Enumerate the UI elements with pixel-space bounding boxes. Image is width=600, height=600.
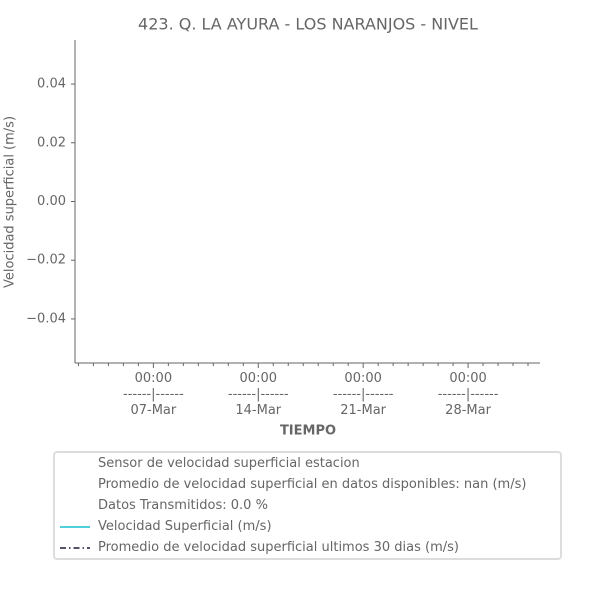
y-tick-label: −0.04 xyxy=(26,311,66,326)
legend-swatch xyxy=(60,526,90,528)
chart-title: 423. Q. LA AYURA - LOS NARANJOS - NIVEL xyxy=(138,15,478,34)
legend-entry: Velocidad Superficial (m/s) xyxy=(98,519,272,534)
legend-note: Datos Transmitidos: 0.0 % xyxy=(98,498,268,513)
x-tick-label: 00:00 ------|------ 21-Mar xyxy=(332,371,394,418)
legend-entry: Promedio de velocidad superficial ultimo… xyxy=(98,540,459,555)
legend: Sensor de velocidad superficial estacion… xyxy=(53,451,562,560)
x-tick-label: 00:00 ------|------ 28-Mar xyxy=(437,371,499,418)
x-tick-label: 00:00 ------|------ 07-Mar xyxy=(123,371,184,418)
y-tick-label: 0.00 xyxy=(37,194,66,209)
legend-note: Sensor de velocidad superficial estacion xyxy=(98,456,360,471)
x-axis-label: TIEMPO xyxy=(280,424,336,439)
legend-note: Promedio de velocidad superficial en dat… xyxy=(98,477,527,492)
legend-swatch xyxy=(60,547,90,549)
y-tick-label: 0.02 xyxy=(37,135,66,150)
y-tick-label: 0.04 xyxy=(37,77,66,92)
y-axis-label: Velocidad superficial (m/s) xyxy=(3,116,18,288)
y-tick-label: −0.02 xyxy=(26,253,66,268)
x-tick-label: 00:00 ------|------ 14-Mar xyxy=(227,371,289,418)
